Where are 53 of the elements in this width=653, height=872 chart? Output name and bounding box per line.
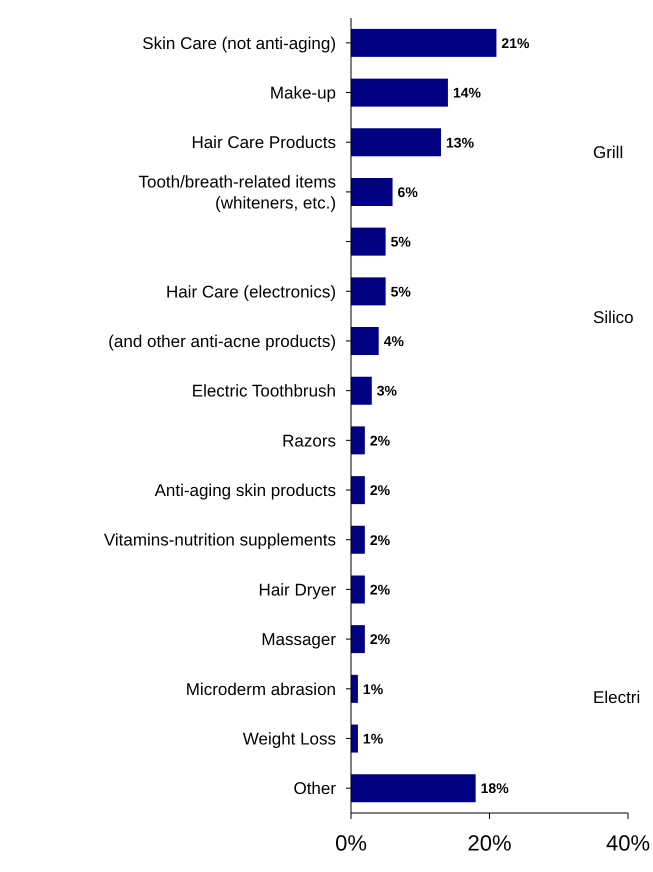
bar — [351, 277, 386, 306]
bar — [351, 526, 365, 554]
y-tick-label: Razors — [282, 430, 336, 450]
bar — [351, 476, 365, 504]
x-tick-label: 40% — [606, 830, 650, 856]
y-tick-label: Tooth/breath-related items (whiteners, etc.) — [138, 172, 336, 212]
data-label: 3% — [376, 382, 398, 399]
bar — [351, 128, 442, 156]
bar — [351, 724, 358, 753]
data-label: 4% — [384, 333, 404, 350]
y-tick-label: Hair Dryer — [258, 580, 336, 599]
data-label: 21% — [501, 34, 530, 51]
x-tick-label: 0% — [335, 830, 367, 856]
bar — [351, 774, 476, 802]
x-tick-label: 20% — [467, 830, 512, 856]
data-label: 2% — [370, 482, 391, 498]
bar — [351, 376, 372, 405]
data-label: 13% — [446, 134, 475, 150]
data-label: 14% — [452, 84, 482, 101]
data-label: 18% — [480, 780, 510, 796]
bar — [351, 426, 365, 454]
data-label: 5% — [390, 283, 412, 300]
y-tick-label: Weight Loss — [242, 728, 336, 748]
annotation: Silico — [593, 308, 634, 328]
y-tick-label: Massager — [261, 630, 336, 649]
bar — [351, 674, 358, 703]
y-tick-label: Vitamins-nutrition supplements — [104, 530, 336, 550]
y-tick-label: Hair Care (electronics) — [166, 282, 336, 301]
y-tick-label: Anti-aging skin products — [154, 480, 336, 500]
data-label: 6% — [398, 184, 418, 200]
bar — [351, 625, 365, 654]
y-tick-label: Make-up — [270, 83, 336, 102]
data-label: 2% — [370, 631, 391, 648]
y-tick-label: Skin Care (not anti-aging) — [142, 33, 336, 52]
bar — [351, 228, 386, 256]
bar — [351, 575, 365, 604]
y-tick-label: Other — [293, 778, 336, 798]
annotation: Grill — [593, 143, 624, 163]
bar — [351, 78, 448, 107]
data-label: 2% — [370, 581, 391, 598]
y-tick-label: (and other anti-acne products) — [108, 331, 336, 350]
bar — [351, 178, 393, 206]
y-tick-label: Microderm abrasion — [186, 679, 336, 698]
y-tick-label: Electric Toothbrush — [192, 381, 336, 400]
annotation: Electri — [593, 688, 640, 708]
data-label: 2% — [370, 432, 391, 448]
y-tick-label: Hair Care Products — [191, 132, 336, 152]
bar — [351, 327, 379, 356]
data-label: 1% — [362, 730, 384, 747]
data-label: 1% — [362, 680, 384, 697]
data-label: 2% — [370, 532, 391, 548]
bar — [351, 28, 496, 57]
data-label: 5% — [390, 234, 412, 250]
